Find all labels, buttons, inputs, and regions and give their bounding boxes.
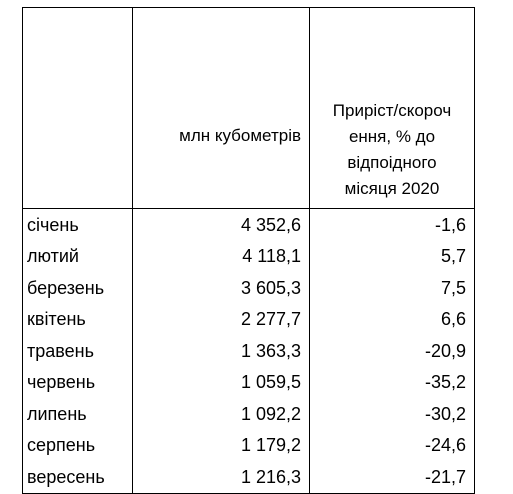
change-cell: 7,5 <box>309 272 475 304</box>
change-cell: -30,2 <box>309 398 475 430</box>
header-row: млн кубометрів Приріст/скороч ення, % до… <box>22 7 475 209</box>
change-cell: -1,6 <box>309 208 475 241</box>
table-row: квітень 2 277,7 6,6 <box>22 303 475 335</box>
header-change-line: відпоідного <box>347 153 437 172</box>
change-cell: -35,2 <box>309 366 475 398</box>
change-cell: -21,7 <box>309 461 475 494</box>
document-page: млн кубометрів Приріст/скороч ення, % до… <box>22 7 475 494</box>
month-cell: січень <box>22 208 133 241</box>
volume-cell: 3 605,3 <box>132 272 310 304</box>
month-cell: лютий <box>22 240 133 272</box>
volume-cell: 1 179,2 <box>132 429 310 461</box>
change-cell: 5,7 <box>309 240 475 272</box>
volume-cell: 4 118,1 <box>132 240 310 272</box>
header-change-line: Приріст/скороч <box>332 101 452 120</box>
header-volume-cell: млн кубометрів <box>132 7 310 209</box>
table-row: лютий 4 118,1 5,7 <box>22 240 475 272</box>
volume-cell: 4 352,6 <box>132 208 310 241</box>
table-body: січень 4 352,6 -1,6 лютий 4 118,1 5,7 бе… <box>22 208 475 494</box>
table-row: січень 4 352,6 -1,6 <box>22 208 475 241</box>
volume-cell: 1 092,2 <box>132 398 310 430</box>
change-cell: -24,6 <box>309 429 475 461</box>
table-row: травень 1 363,3 -20,9 <box>22 335 475 367</box>
table-header: млн кубометрів Приріст/скороч ення, % до… <box>22 7 475 209</box>
month-cell: серпень <box>22 429 133 461</box>
volume-cell: 1 059,5 <box>132 366 310 398</box>
volume-cell: 1 216,3 <box>132 461 310 494</box>
table-row: березень 3 605,3 7,5 <box>22 272 475 304</box>
table-row: червень 1 059,5 -35,2 <box>22 366 475 398</box>
change-cell: 6,6 <box>309 303 475 335</box>
header-change-line: ення, % до <box>348 127 436 146</box>
table-row: вересень 1 216,3 -21,7 <box>22 461 475 494</box>
month-cell: вересень <box>22 461 133 494</box>
month-cell: травень <box>22 335 133 367</box>
month-cell: квітень <box>22 303 133 335</box>
table-row: серпень 1 179,2 -24,6 <box>22 429 475 461</box>
table-row: липень 1 092,2 -30,2 <box>22 398 475 430</box>
month-cell: липень <box>22 398 133 430</box>
change-cell: -20,9 <box>309 335 475 367</box>
volume-cell: 1 363,3 <box>132 335 310 367</box>
volume-cell: 2 277,7 <box>132 303 310 335</box>
month-cell: червень <box>22 366 133 398</box>
month-cell: березень <box>22 272 133 304</box>
header-month-cell <box>22 7 133 209</box>
header-change-cell: Приріст/скороч ення, % до відпоідного мі… <box>309 7 475 209</box>
header-change-line: місяця 2020 <box>344 179 440 198</box>
gas-volume-table: млн кубометрів Приріст/скороч ення, % до… <box>22 7 475 494</box>
